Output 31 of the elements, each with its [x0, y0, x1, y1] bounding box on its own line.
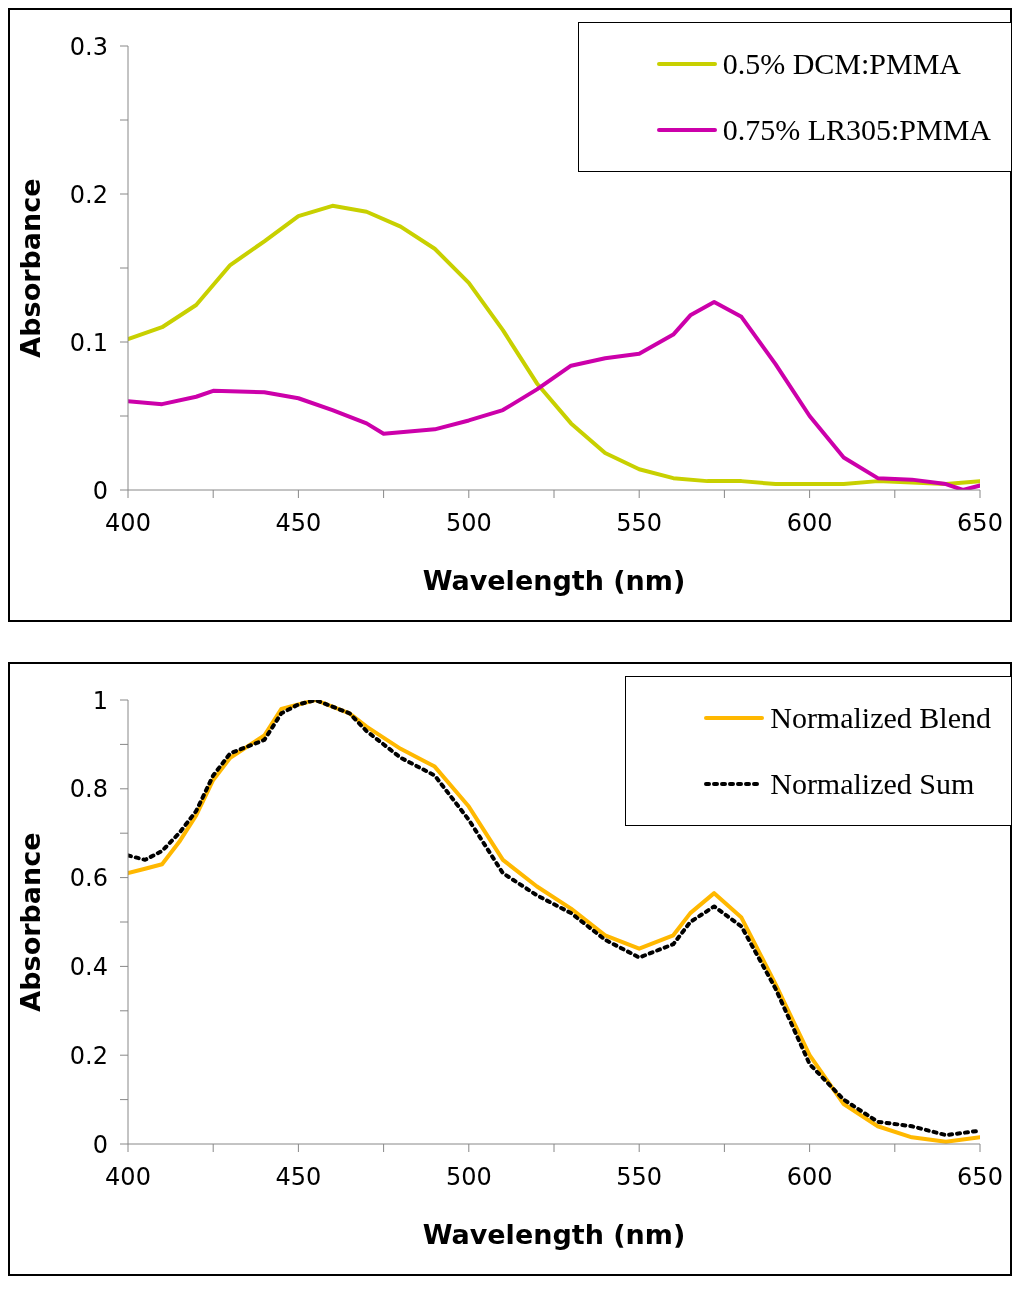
- legend-label: Normalized Sum: [770, 767, 975, 801]
- y-tick-label: 0.2: [69, 1041, 108, 1070]
- y-tick-label: 0.1: [69, 328, 108, 357]
- x-tick-label: 550: [616, 509, 663, 538]
- line-series: [128, 203, 980, 487]
- x-tick-label: 500: [445, 1163, 492, 1192]
- x-axis-title: Wavelength (nm): [422, 565, 686, 596]
- x-tick-label: 450: [275, 1163, 322, 1192]
- y-tick-label: 0.4: [69, 952, 108, 981]
- x-tick-label: 400: [105, 509, 151, 538]
- y-tick-label: 1: [92, 686, 108, 715]
- x-axis-title: Wavelength (nm): [422, 1219, 686, 1250]
- x-tick-label: 550: [616, 1163, 663, 1192]
- y-tick-label: 0: [92, 476, 108, 505]
- y-axis-title: Absorbance: [14, 178, 46, 358]
- y-tick-label: 0.6: [69, 864, 108, 893]
- legend-label: 0.75% LR305:PMMA: [722, 113, 991, 147]
- y-tick-label: 0.3: [69, 32, 108, 61]
- legend-label: 0.5% DCM:PMMA: [722, 47, 962, 81]
- y-tick-label: 0.2: [69, 180, 108, 209]
- x-tick-label: 650: [957, 509, 1003, 538]
- x-tick-label: 500: [445, 509, 492, 538]
- legend-label: Normalized Blend: [770, 701, 991, 735]
- y-tick-label: 0: [92, 1130, 108, 1159]
- x-tick-label: 600: [786, 509, 833, 538]
- y-tick-label: 0.8: [69, 775, 108, 804]
- y-axis-title: Absorbance: [14, 832, 46, 1012]
- x-tick-label: 400: [105, 1163, 151, 1192]
- x-tick-label: 650: [957, 1163, 1003, 1192]
- x-tick-label: 600: [786, 1163, 833, 1192]
- x-tick-label: 450: [275, 509, 322, 538]
